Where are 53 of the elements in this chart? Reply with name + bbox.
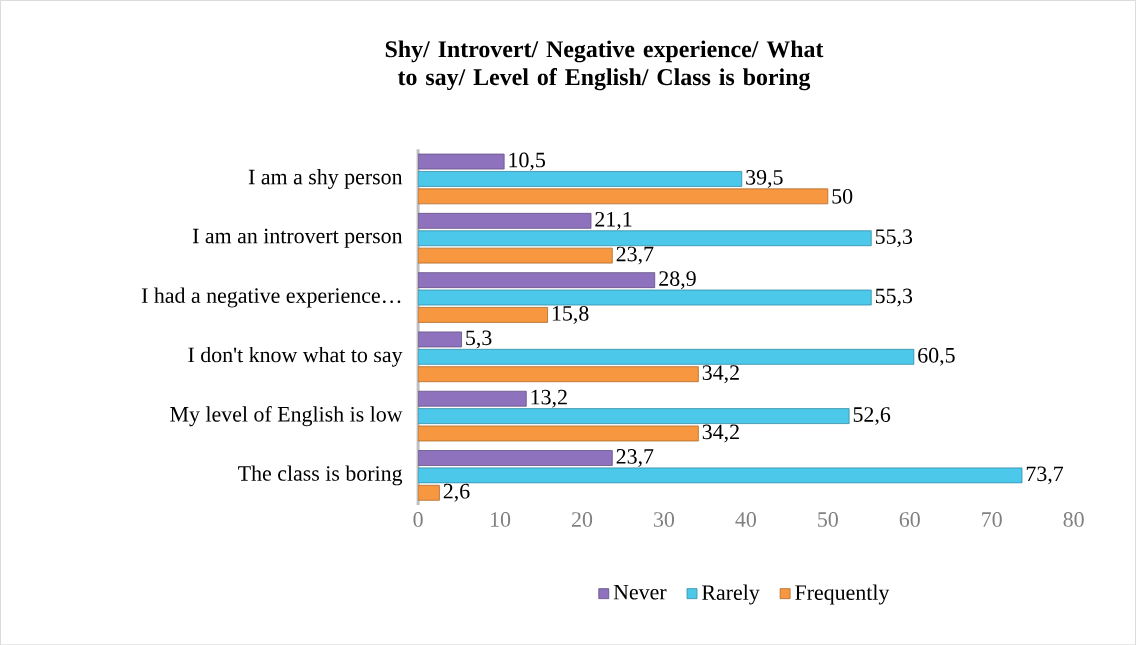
x-tick-label: 50: [818, 511, 838, 527]
data-label: 73,7: [1026, 466, 1064, 485]
x-tick-label: 10: [491, 511, 511, 527]
data-label: 34,2: [702, 424, 739, 443]
legend-label: Rarely: [702, 584, 760, 605]
y-tick-label: My level of English is low: [170, 405, 403, 426]
data-label: 28,9: [659, 271, 696, 289]
data-label: 2,6: [443, 483, 470, 502]
legend-label: Frequently: [795, 584, 890, 605]
bar: [418, 408, 850, 424]
data-label: 23,7: [616, 246, 654, 265]
bar: [418, 188, 829, 205]
bar: [418, 230, 872, 246]
bar: [418, 212, 592, 229]
y-tick-label: I am an introvert person: [192, 228, 403, 248]
data-label: 21,1: [595, 211, 632, 230]
y-tick-label: I don't know what to say: [188, 346, 403, 367]
y-tick-label: I am a shy person: [248, 168, 403, 189]
bar: [418, 289, 872, 306]
bar: [418, 425, 699, 442]
bar: [418, 366, 699, 382]
bar: [418, 449, 613, 466]
data-label: 34,2: [702, 365, 739, 383]
data-label: 50: [832, 188, 853, 204]
x-tick-label: 0: [413, 511, 423, 527]
bar: [418, 390, 527, 407]
legend-label: Never: [613, 584, 667, 600]
y-tick-label: I had a negative experience…: [141, 287, 401, 308]
bar: [418, 170, 743, 187]
bar: [418, 247, 613, 264]
x-tick-label: 60: [899, 511, 920, 527]
bar: [418, 484, 440, 501]
data-label: 15,8: [552, 305, 589, 324]
y-tick-label: The class is boring: [238, 465, 403, 486]
x-tick-label: 80: [1063, 511, 1084, 527]
bar: [418, 467, 1023, 484]
data-label: 39,5: [746, 169, 783, 188]
bar: [418, 272, 656, 288]
data-label: 55,3: [875, 229, 913, 247]
data-label: 52,6: [853, 407, 891, 425]
x-tick-label: 20: [572, 511, 593, 527]
data-label: 55,3: [875, 288, 913, 307]
data-label: 23,7: [616, 448, 654, 467]
data-label: 5,3: [466, 330, 492, 349]
data-label: 10,5: [509, 152, 545, 171]
data-label: 13,2: [531, 389, 567, 408]
bar: [418, 306, 548, 323]
bar: [418, 348, 915, 365]
x-tick-label: 30: [654, 511, 675, 527]
data-label: 60,5: [918, 347, 955, 366]
x-tick-label: 40: [735, 511, 756, 527]
x-tick-label: 70: [982, 511, 1002, 527]
chart-title: Shy/ Introvert/ Negative experience/ What to say/ Level of English/ Class is boring: [385, 40, 824, 91]
